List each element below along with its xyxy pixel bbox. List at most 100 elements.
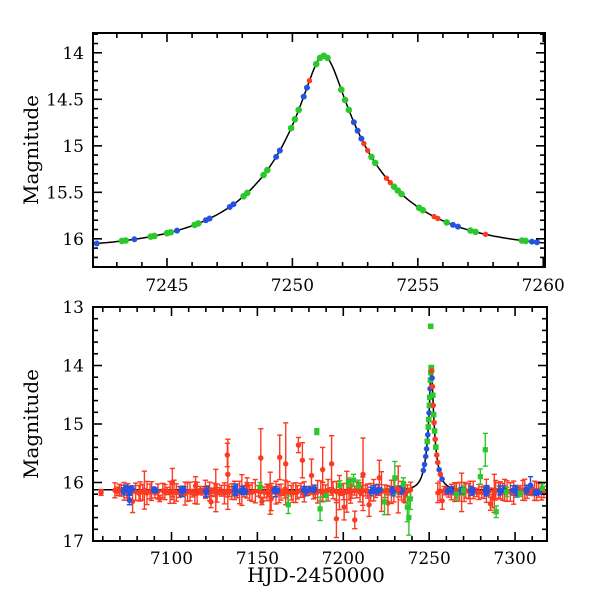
data-point: [431, 428, 438, 434]
data-point: [407, 496, 413, 502]
data-point: [285, 502, 291, 508]
x-tick-label: 7150: [236, 549, 279, 569]
data-point: [437, 488, 443, 494]
data-point: [523, 488, 530, 495]
data-point: [431, 419, 437, 426]
x-tick-label: 7255: [396, 276, 439, 296]
data-point: [429, 392, 436, 398]
data-point: [381, 499, 388, 505]
data-point: [291, 115, 299, 123]
top-tick-labels: 7245 7250 7255 7260 14 14.5 15 15.5 16: [46, 44, 565, 296]
data-point: [150, 487, 157, 494]
data-point: [120, 488, 127, 494]
top-panel: 7245 7250 7255 7260 14 14.5 15 15.5 16 Magnitude: [19, 32, 565, 296]
bottom-tick-labels: 7100 7150 7200 7250 7300 13 14 15 16 17: [62, 298, 536, 569]
data-point: [244, 482, 250, 489]
data-point: [420, 467, 427, 474]
data-point: [433, 444, 439, 450]
data-point: [258, 455, 264, 461]
data-point: [276, 147, 283, 154]
data-point: [482, 231, 489, 238]
data-point: [277, 454, 283, 461]
bottom-data-points: [98, 323, 547, 523]
data-point: [338, 86, 345, 93]
data-point: [306, 77, 313, 84]
data-point: [312, 60, 320, 68]
top-data-points: [93, 52, 559, 247]
x-tick-label: 7300: [493, 549, 536, 569]
x-tick-label: 7250: [408, 549, 451, 569]
data-point: [439, 498, 445, 504]
data-point: [430, 402, 436, 409]
data-point: [425, 424, 432, 430]
data-point: [287, 124, 295, 132]
data-point: [157, 495, 163, 502]
data-point: [419, 206, 427, 214]
y-tick-label: 15: [62, 137, 84, 157]
data-point: [203, 487, 210, 494]
data-point: [430, 411, 437, 418]
data-point: [395, 486, 401, 493]
data-point: [426, 402, 433, 409]
data-point: [454, 491, 460, 497]
x-tick-label: 7260: [522, 276, 565, 296]
data-point: [131, 236, 138, 243]
data-point: [429, 383, 436, 390]
data-point: [422, 453, 429, 460]
data-point: [350, 119, 357, 126]
data-point: [408, 487, 414, 493]
data-point: [345, 479, 352, 486]
data-point: [301, 487, 308, 494]
data-point: [375, 486, 382, 493]
data-point: [428, 364, 435, 371]
data-point: [454, 223, 461, 230]
x-tick-label: 7250: [271, 276, 314, 296]
data-point: [282, 486, 288, 492]
y-tick-label: 13: [62, 298, 84, 318]
data-point: [421, 461, 428, 468]
data-point: [487, 501, 494, 507]
data-point: [126, 497, 133, 503]
model-curve-bottom: [93, 365, 547, 491]
data-point: [364, 147, 371, 154]
data-point: [208, 499, 214, 505]
data-point: [358, 135, 365, 142]
data-point: [406, 515, 412, 521]
data-point: [311, 485, 318, 492]
data-point: [398, 190, 405, 198]
data-point: [426, 394, 433, 401]
data-point: [532, 488, 539, 495]
data-point: [371, 159, 379, 167]
data-point: [303, 84, 310, 91]
data-point: [225, 471, 231, 478]
bottom-error-bars: [98, 422, 547, 539]
data-point: [328, 461, 335, 467]
data-point: [539, 485, 546, 491]
data-point: [295, 442, 302, 448]
data-point: [224, 452, 231, 458]
data-point: [169, 479, 176, 486]
data-point: [345, 106, 353, 114]
bottom-y-axis-title: Magnitude: [19, 369, 43, 479]
data-point: [423, 446, 430, 452]
data-point: [259, 499, 265, 505]
data-point: [122, 237, 129, 244]
data-point: [93, 240, 100, 247]
data-point: [314, 429, 320, 435]
data-point: [300, 93, 307, 100]
data-point: [389, 487, 395, 494]
data-point: [528, 238, 535, 245]
y-tick-label: 17: [62, 532, 84, 552]
data-point: [283, 461, 289, 467]
data-point: [503, 489, 510, 495]
data-point: [368, 153, 375, 161]
data-point: [404, 504, 410, 510]
data-point: [260, 171, 267, 179]
data-point: [400, 481, 406, 487]
data-point: [436, 466, 442, 473]
data-point: [272, 488, 279, 495]
data-point: [206, 215, 213, 222]
data-point: [553, 241, 559, 247]
data-point: [448, 487, 455, 494]
